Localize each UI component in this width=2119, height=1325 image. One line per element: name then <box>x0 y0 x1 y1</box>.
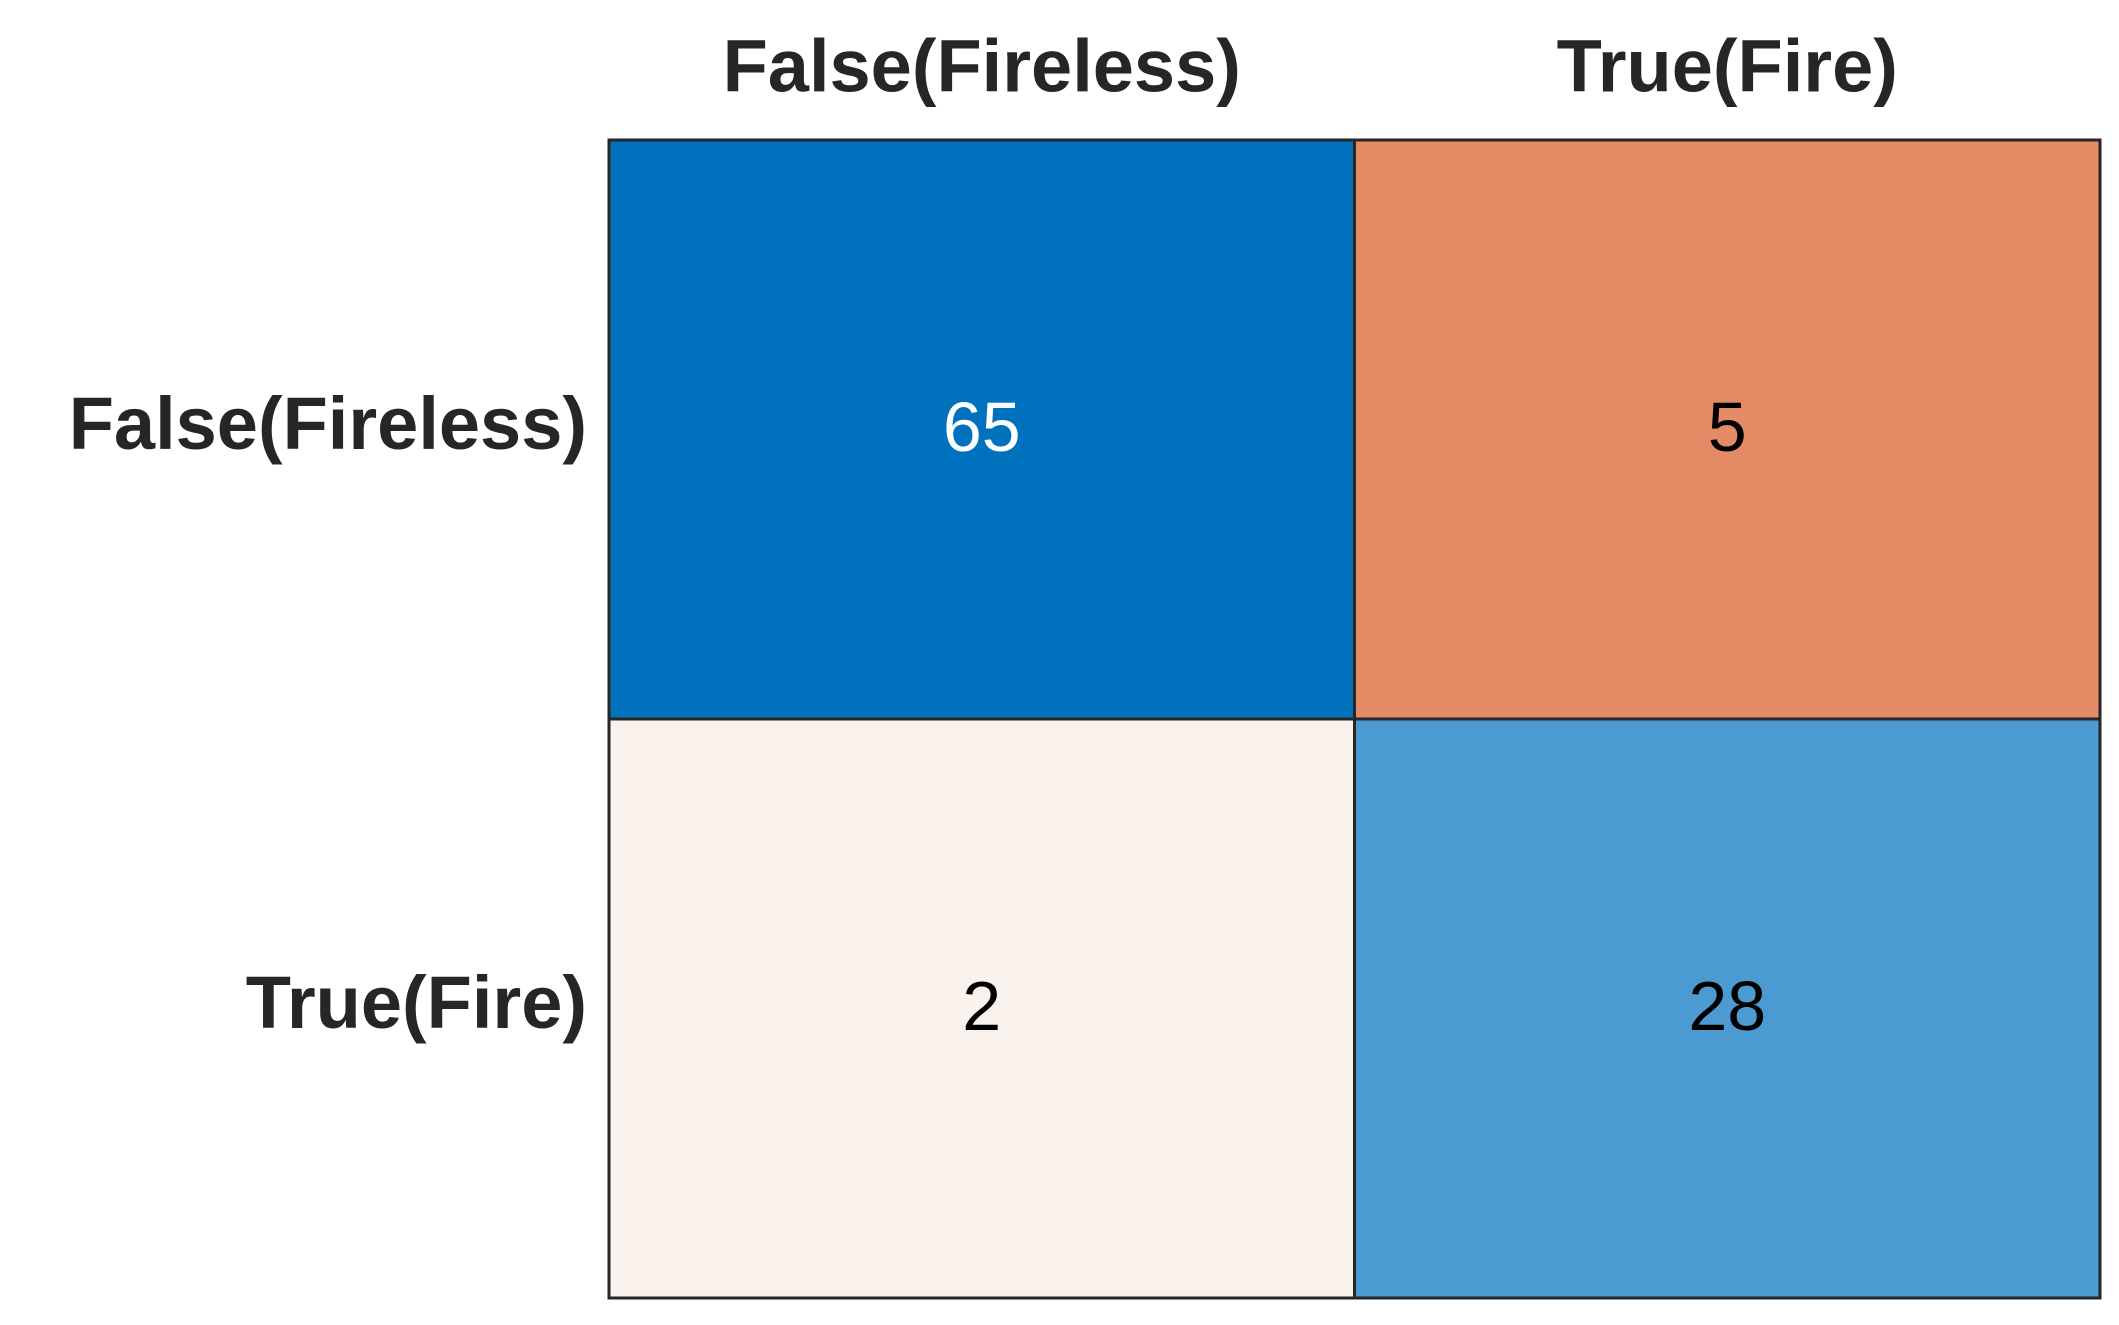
y-tick-label: False(Fireless) <box>69 382 587 465</box>
heatmap-cell <box>607 717 1356 1300</box>
cell-value-label: 65 <box>943 388 1021 466</box>
heatmap-cell <box>607 138 1356 721</box>
y-tick-label: True(Fire) <box>246 961 587 1044</box>
cell-value-label: 5 <box>1708 388 1747 466</box>
cell-value-label: 2 <box>962 967 1001 1045</box>
x-tick-label: False(Fireless) <box>723 25 1241 108</box>
cell-value-label: 28 <box>1688 967 1766 1045</box>
heatmap-cell <box>1353 717 2102 1300</box>
x-tick-label: True(Fire) <box>1557 25 1898 108</box>
heatmap-cell <box>1353 138 2102 721</box>
